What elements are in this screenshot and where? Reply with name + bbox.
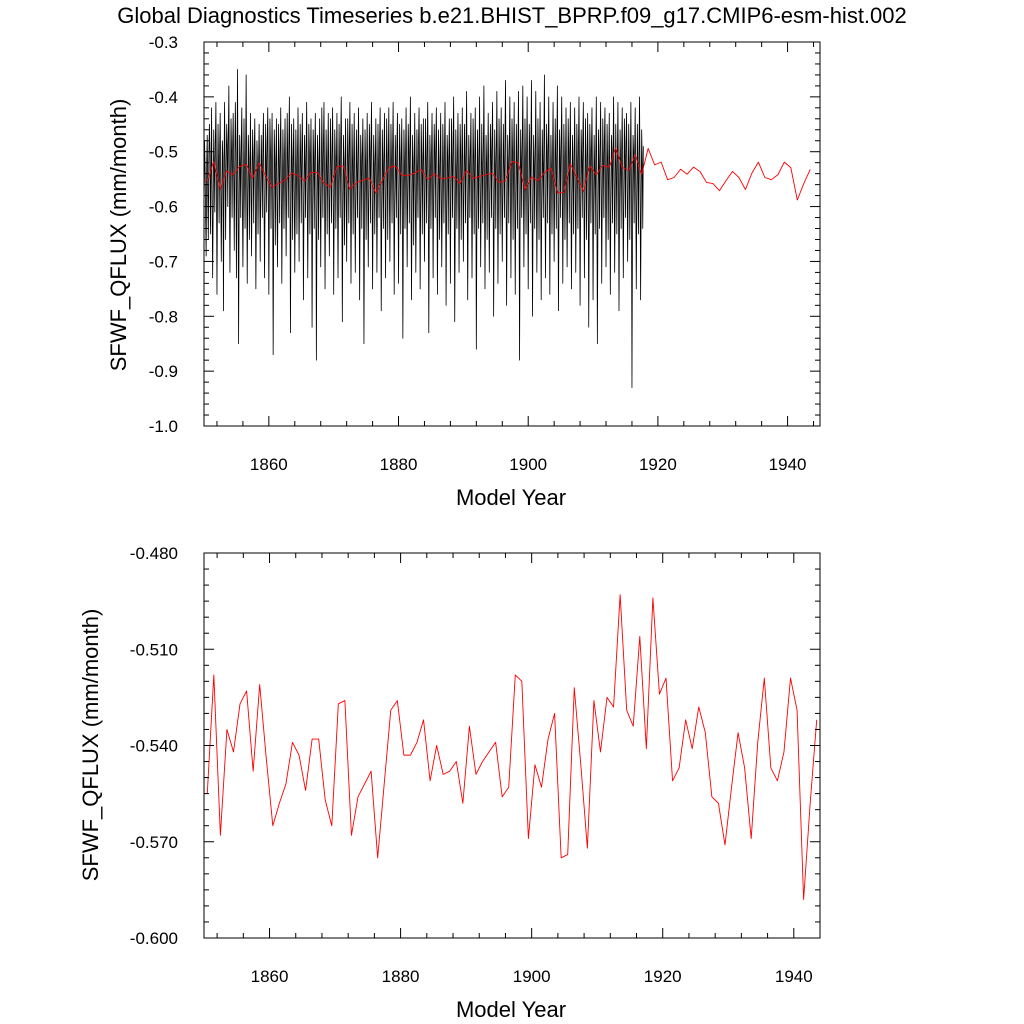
top-annual-line — [206, 147, 811, 201]
top-y-axis-title: SFWF_QFLUX (mm/month) — [106, 99, 131, 372]
top-x-tick-label: 1900 — [509, 455, 547, 474]
bottom-x-tick-label: 1920 — [644, 967, 682, 986]
bottom-x-tick-label: 1880 — [382, 967, 420, 986]
top-x-axis-title: Model Year — [456, 485, 566, 510]
bottom-y-tick-label: -0.600 — [130, 929, 178, 948]
top-axes-group: -1.0 -0.9 -0.8 -0.7 -0.6 -0.5 -0.4 -0.3 1860 1880… — [149, 33, 821, 474]
top-x-tick-label: 1940 — [769, 455, 807, 474]
top-x-tick-label: 1880 — [380, 455, 418, 474]
top-monthly-line — [204, 69, 644, 389]
bottom-y-tick-label: -0.510 — [130, 640, 178, 659]
top-y-tick-label: -0.9 — [149, 362, 178, 381]
top-plot-frame — [203, 41, 821, 427]
bottom-y-tick-label: -0.570 — [130, 833, 178, 852]
top-y-tick-label: -0.8 — [149, 307, 178, 326]
bottom-y-tick-label: -0.540 — [130, 737, 178, 756]
bottom-panel: -0.600 -0.570 -0.540 -0.510 -0.480 1860 1880 19… — [78, 544, 821, 1022]
bottom-plot-frame — [203, 552, 821, 939]
top-y-tick-label: -0.7 — [149, 252, 178, 271]
top-y-tick-label: -0.6 — [149, 198, 178, 217]
bottom-axes-group: -0.600 -0.570 -0.540 -0.510 -0.480 1860 1880 19… — [130, 544, 821, 986]
top-y-tick-label: -0.5 — [149, 143, 178, 162]
top-panel: -1.0 -0.9 -0.8 -0.7 -0.6 -0.5 -0.4 -0.3 1860 1880… — [106, 33, 821, 510]
top-y-tick-label: -1.0 — [149, 417, 178, 436]
bottom-series-group — [206, 594, 818, 900]
bottom-x-tick-label: 1860 — [251, 967, 289, 986]
bottom-y-axis-title: SFWF_QFLUX (mm/month) — [78, 609, 103, 882]
top-x-tick-label: 1860 — [250, 455, 288, 474]
top-x-tick-label: 1920 — [639, 455, 677, 474]
top-y-tick-label: -0.3 — [149, 33, 178, 52]
bottom-x-axis-title: Model Year — [456, 997, 566, 1022]
bottom-x-tick-label: 1900 — [513, 967, 551, 986]
bottom-y-tick-label: -0.480 — [130, 544, 178, 563]
bottom-annual-line — [206, 594, 818, 900]
page-title: Global Diagnostics Timeseries b.e21.BHIS… — [117, 3, 907, 28]
top-series-group — [204, 69, 811, 389]
bottom-x-tick-label: 1940 — [775, 967, 813, 986]
top-y-tick-label: -0.4 — [149, 88, 178, 107]
